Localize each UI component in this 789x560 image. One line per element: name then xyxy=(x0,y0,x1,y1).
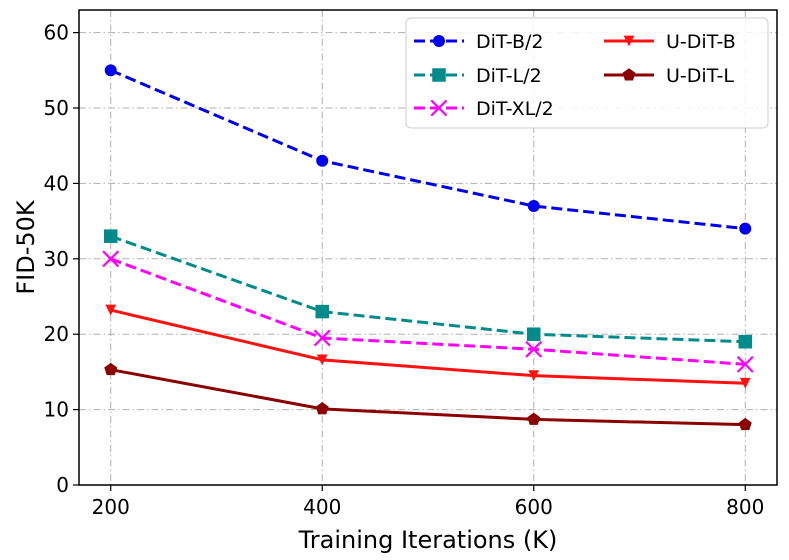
y-tick-label: 0 xyxy=(56,473,69,497)
data-point xyxy=(315,304,329,319)
series-u-dit-l xyxy=(104,362,752,431)
legend-box xyxy=(405,17,769,129)
legend-label: U-DiT-B xyxy=(666,31,736,53)
data-point xyxy=(316,354,328,366)
legend-marker xyxy=(433,35,445,47)
data-point xyxy=(103,229,118,243)
data-point xyxy=(102,250,120,268)
series-line xyxy=(110,257,746,366)
y-tick-label: 30 xyxy=(44,247,69,271)
series-line xyxy=(110,68,746,231)
series-dit-xl-2 xyxy=(102,250,754,373)
series-line xyxy=(110,368,746,427)
x-tick-label: 400 xyxy=(303,495,341,519)
data-point xyxy=(739,222,752,235)
legend-marker xyxy=(622,68,636,81)
data-point xyxy=(527,200,540,213)
data-point xyxy=(527,327,541,341)
axis-ticks: 200 400 600 800 0 10 20 30 40 50 60 xyxy=(44,21,765,519)
data-point xyxy=(313,329,331,347)
data-point xyxy=(738,417,752,431)
legend-item: DiT-XL/2 xyxy=(414,98,554,120)
legend-label: DiT-B/2 xyxy=(476,31,543,53)
y-tick-label: 40 xyxy=(44,171,69,195)
data-point xyxy=(739,377,751,389)
legend-label: U-DiT-L xyxy=(666,65,734,87)
x-axis-label: Training Iterations (K) xyxy=(298,526,558,554)
legend-item: DiT-L/2 xyxy=(414,65,542,87)
plot-frame xyxy=(78,9,778,486)
y-tick-label: 10 xyxy=(44,398,69,422)
legend-item: DiT-B/2 xyxy=(414,31,543,53)
data-point xyxy=(104,64,117,77)
data-point xyxy=(104,362,118,376)
series-dit-b-2 xyxy=(104,64,752,235)
data-point xyxy=(105,304,117,316)
legend-marker xyxy=(623,35,635,47)
x-tick-label: 600 xyxy=(515,495,553,519)
x-tick-label: 200 xyxy=(92,495,130,519)
data-point xyxy=(315,402,329,415)
data-point xyxy=(736,355,754,373)
data-point xyxy=(527,412,541,425)
legend: DiT-B/2 DiT-L/2 DiT-XL/2 U-DiT-B U-DiT-L xyxy=(405,17,769,129)
series-u-dit-b xyxy=(105,304,751,389)
legend-marker xyxy=(432,68,446,82)
series-dit-l-2 xyxy=(103,229,753,349)
series-line xyxy=(110,308,746,385)
legend-label: DiT-L/2 xyxy=(476,65,542,87)
data-point xyxy=(316,154,329,167)
legend-label: DiT-XL/2 xyxy=(476,98,554,120)
series-group xyxy=(102,64,754,431)
y-tick-label: 50 xyxy=(44,96,69,120)
data-point xyxy=(525,340,543,358)
y-tick-label: 20 xyxy=(44,322,69,346)
legend-marker xyxy=(430,99,448,117)
x-tick-label: 800 xyxy=(726,495,764,519)
data-point xyxy=(738,334,753,349)
legend-item: U-DiT-L xyxy=(604,65,734,87)
data-point xyxy=(528,370,540,382)
y-tick-label: 60 xyxy=(44,21,69,45)
legend-item: U-DiT-B xyxy=(604,31,736,53)
y-axis-label: FID-50K xyxy=(12,199,40,295)
series-line xyxy=(110,234,746,344)
